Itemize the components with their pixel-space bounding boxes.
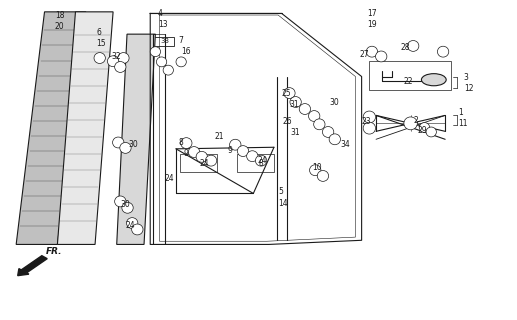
- Text: 30: 30: [129, 140, 139, 149]
- Ellipse shape: [120, 142, 131, 153]
- Ellipse shape: [132, 224, 143, 235]
- Text: 24: 24: [164, 174, 174, 183]
- Text: FR.: FR.: [46, 247, 63, 256]
- Text: 28: 28: [400, 43, 410, 52]
- Text: 31: 31: [290, 100, 299, 109]
- Ellipse shape: [113, 137, 124, 148]
- Text: 7: 7: [178, 36, 184, 45]
- Text: 12: 12: [464, 84, 473, 93]
- Ellipse shape: [115, 61, 126, 72]
- Ellipse shape: [329, 134, 341, 145]
- Ellipse shape: [255, 155, 267, 166]
- Ellipse shape: [196, 151, 207, 162]
- Ellipse shape: [317, 171, 329, 181]
- Text: 19: 19: [367, 20, 376, 29]
- Text: 24: 24: [126, 221, 135, 230]
- Text: 30: 30: [330, 98, 339, 107]
- Ellipse shape: [150, 47, 161, 57]
- Ellipse shape: [115, 196, 126, 207]
- Ellipse shape: [247, 151, 258, 162]
- Text: 14: 14: [278, 198, 288, 207]
- Text: 11: 11: [459, 119, 468, 129]
- Text: 8: 8: [258, 159, 263, 168]
- Ellipse shape: [437, 46, 449, 57]
- Ellipse shape: [375, 51, 387, 62]
- Polygon shape: [57, 12, 113, 244]
- Text: 16: 16: [181, 47, 191, 56]
- Text: 21: 21: [215, 132, 224, 140]
- Text: 5: 5: [278, 188, 283, 196]
- Ellipse shape: [205, 155, 217, 166]
- Ellipse shape: [163, 65, 173, 75]
- Text: 27: 27: [359, 50, 369, 59]
- Text: 34: 34: [340, 140, 349, 149]
- Ellipse shape: [230, 139, 241, 150]
- Ellipse shape: [426, 127, 436, 137]
- Text: 32: 32: [112, 52, 121, 61]
- Text: 23: 23: [361, 116, 371, 126]
- Text: 4: 4: [158, 9, 163, 18]
- Text: 26: 26: [283, 117, 292, 126]
- Text: 25: 25: [282, 89, 291, 98]
- Ellipse shape: [94, 52, 105, 63]
- Text: 30: 30: [120, 200, 130, 209]
- Ellipse shape: [363, 111, 375, 123]
- Ellipse shape: [309, 111, 320, 122]
- Bar: [369, 60, 451, 90]
- Polygon shape: [16, 12, 86, 244]
- Ellipse shape: [366, 46, 377, 57]
- Text: 9: 9: [184, 149, 189, 158]
- Text: 2: 2: [413, 116, 418, 125]
- Ellipse shape: [290, 97, 301, 108]
- Ellipse shape: [157, 57, 166, 67]
- Text: 31: 31: [291, 128, 300, 137]
- Ellipse shape: [127, 218, 138, 228]
- Ellipse shape: [237, 146, 249, 156]
- Bar: [153, 37, 174, 46]
- Ellipse shape: [108, 56, 119, 67]
- Text: 24: 24: [257, 156, 267, 164]
- Text: 8: 8: [178, 138, 184, 147]
- Text: 15: 15: [96, 39, 105, 48]
- Text: 9: 9: [227, 146, 233, 155]
- Text: 10: 10: [313, 163, 322, 172]
- Text: 3: 3: [464, 73, 468, 82]
- Ellipse shape: [284, 88, 295, 99]
- Ellipse shape: [419, 123, 430, 132]
- Ellipse shape: [188, 147, 200, 157]
- Text: 29: 29: [417, 126, 427, 135]
- Ellipse shape: [180, 138, 192, 148]
- Ellipse shape: [310, 165, 321, 176]
- Text: 22: 22: [404, 77, 414, 86]
- Ellipse shape: [118, 52, 129, 63]
- Ellipse shape: [323, 126, 334, 137]
- Ellipse shape: [404, 117, 417, 130]
- Text: 18: 18: [55, 11, 64, 20]
- Ellipse shape: [314, 119, 325, 130]
- Ellipse shape: [407, 41, 419, 52]
- Ellipse shape: [421, 74, 446, 86]
- Ellipse shape: [299, 104, 311, 115]
- Text: 17: 17: [367, 9, 376, 18]
- Text: 24: 24: [199, 159, 209, 168]
- Ellipse shape: [363, 122, 375, 134]
- Text: 13: 13: [158, 20, 168, 29]
- Text: 1: 1: [459, 108, 463, 117]
- Text: 20: 20: [55, 22, 65, 31]
- Ellipse shape: [176, 57, 186, 67]
- Text: 6: 6: [96, 28, 101, 37]
- Ellipse shape: [122, 202, 133, 213]
- FancyArrow shape: [18, 256, 47, 276]
- Polygon shape: [117, 34, 156, 244]
- Text: 33: 33: [161, 37, 170, 44]
